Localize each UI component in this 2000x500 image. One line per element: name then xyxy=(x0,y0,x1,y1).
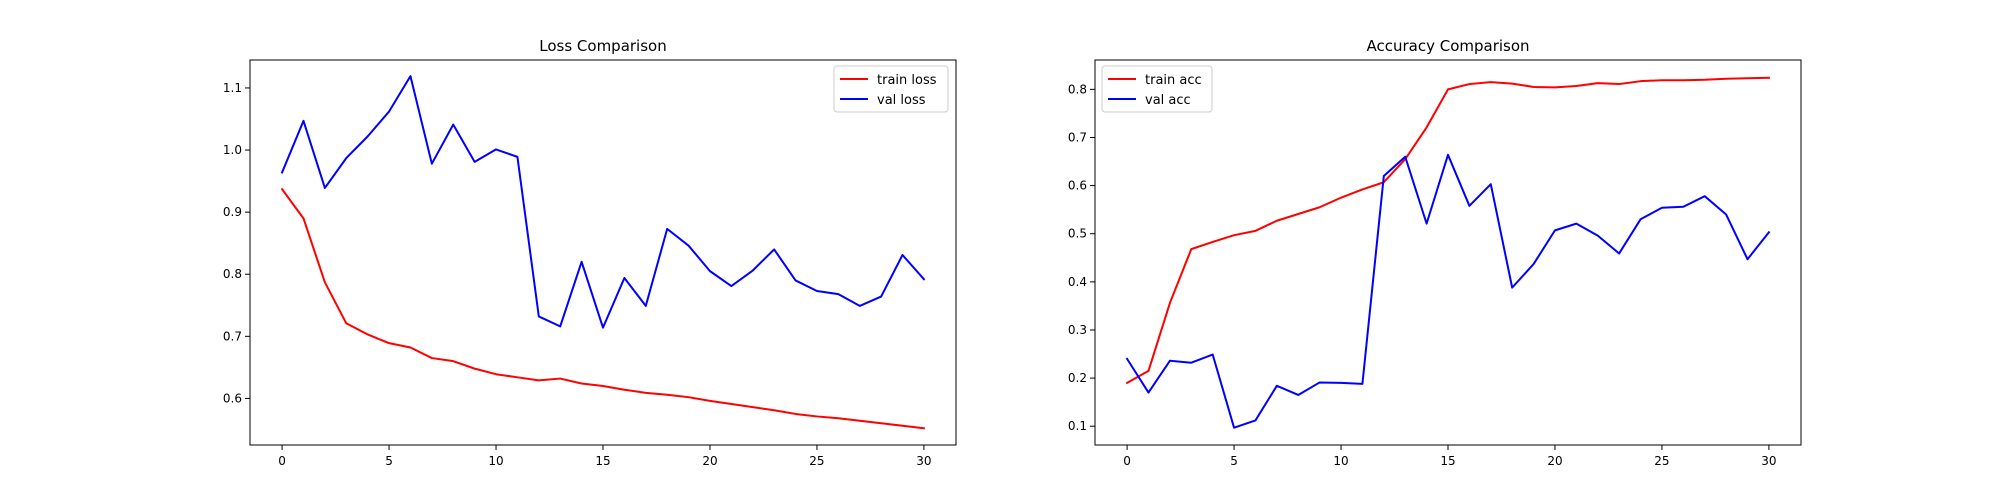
accuracy-legend-label-val: val acc xyxy=(1145,93,1191,108)
loss-y-tick-label: 0.8 xyxy=(223,267,242,281)
accuracy-y-tick-label: 0.6 xyxy=(1068,179,1087,193)
loss-y-tick-label: 0.6 xyxy=(223,391,242,405)
accuracy-x-tick-label: 25 xyxy=(1654,454,1669,468)
accuracy-y-tick-label: 0.3 xyxy=(1068,323,1087,337)
accuracy-y-tick-label: 0.1 xyxy=(1068,419,1087,433)
accuracy-series-line-train-acc xyxy=(1125,76,1770,385)
loss-x-tick-label: 30 xyxy=(916,454,931,468)
accuracy-chart: 0 5 10 15 20 25 30 0.1 0.2 0.3 0.4 0.5 0.6 0.7 0.8 Acc… xyxy=(1068,37,1802,468)
loss-chart: 0 5 10 15 20 25 30 0.6 0.7 0.8 0.9 1.0 1.1 Loss Comp… xyxy=(223,37,957,468)
accuracy-legend: train acc val acc xyxy=(1101,65,1213,113)
loss-ticks: 0 5 10 15 20 25 30 0.6 0.7 0.8 0.9 1.0 1.1 xyxy=(223,81,932,468)
loss-series-line-train-loss xyxy=(280,187,926,430)
accuracy-y-tick-label: 0.4 xyxy=(1068,275,1087,289)
loss-x-tick-label: 10 xyxy=(488,454,503,468)
accuracy-y-tick-label: 0.2 xyxy=(1068,371,1087,385)
accuracy-axes-frame xyxy=(1094,59,1802,446)
loss-legend-box xyxy=(833,65,949,113)
accuracy-y-tick-label: 0.5 xyxy=(1068,227,1087,241)
loss-series-line-val-loss xyxy=(280,75,926,329)
accuracy-plot-area xyxy=(1095,60,1801,445)
loss-legend: train loss val loss xyxy=(833,65,949,113)
accuracy-x-tick-label: 20 xyxy=(1547,454,1562,468)
loss-x-tick-label: 20 xyxy=(702,454,717,468)
accuracy-x-tick-label: 30 xyxy=(1761,454,1776,468)
accuracy-chart-title: Accuracy Comparison xyxy=(1366,37,1529,55)
accuracy-x-tick-label: 0 xyxy=(1123,454,1131,468)
loss-legend-label-val: val loss xyxy=(877,93,926,108)
accuracy-y-tick-label: 0.7 xyxy=(1068,130,1087,144)
loss-y-tick-label: 0.7 xyxy=(223,329,242,343)
loss-y-tick-label: 1.0 xyxy=(223,143,242,157)
loss-legend-label-train: train loss xyxy=(877,73,937,88)
accuracy-x-tick-label: 15 xyxy=(1440,454,1455,468)
accuracy-x-tick-label: 5 xyxy=(1230,454,1238,468)
accuracy-ticks: 0 5 10 15 20 25 30 0.1 0.2 0.3 0.4 0.5 0.6 0.7 0.8 xyxy=(1068,82,1777,468)
loss-lines xyxy=(280,75,926,430)
accuracy-legend-box xyxy=(1101,65,1213,113)
loss-plot-area xyxy=(250,60,956,445)
accuracy-legend-label-train: train acc xyxy=(1145,73,1202,88)
loss-y-tick-label: 1.1 xyxy=(223,81,242,95)
accuracy-y-tick-label: 0.8 xyxy=(1068,82,1087,96)
loss-x-tick-label: 5 xyxy=(385,454,393,468)
loss-chart-title: Loss Comparison xyxy=(539,37,666,55)
accuracy-lines xyxy=(1125,76,1771,429)
loss-y-tick-label: 0.9 xyxy=(223,205,242,219)
loss-x-tick-label: 15 xyxy=(595,454,610,468)
loss-axes-frame xyxy=(249,59,957,446)
accuracy-series-line-val-acc xyxy=(1125,153,1771,429)
accuracy-x-tick-label: 10 xyxy=(1333,454,1348,468)
loss-x-tick-label: 25 xyxy=(809,454,824,468)
loss-x-tick-label: 0 xyxy=(278,454,286,468)
